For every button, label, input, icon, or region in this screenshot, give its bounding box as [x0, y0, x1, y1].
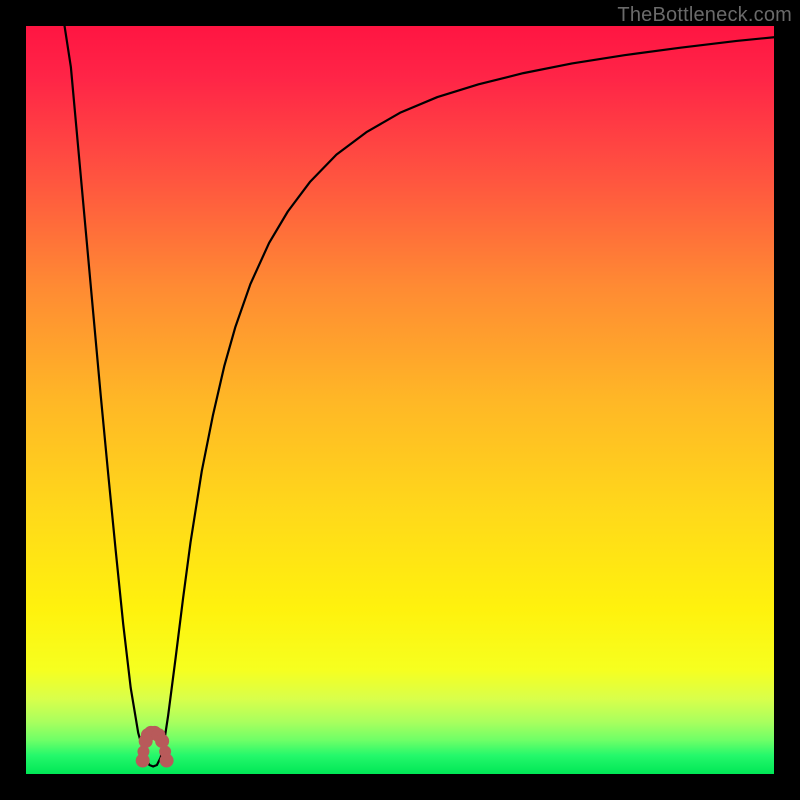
watermark-text: TheBottleneck.com: [617, 4, 792, 27]
bottleneck-chart-svg: [0, 0, 800, 800]
dip-marker-dot: [160, 754, 174, 768]
chart-container: TheBottleneck.com: [0, 0, 800, 800]
chart-plot-area: [26, 26, 774, 774]
dip-marker-dot: [136, 754, 150, 768]
